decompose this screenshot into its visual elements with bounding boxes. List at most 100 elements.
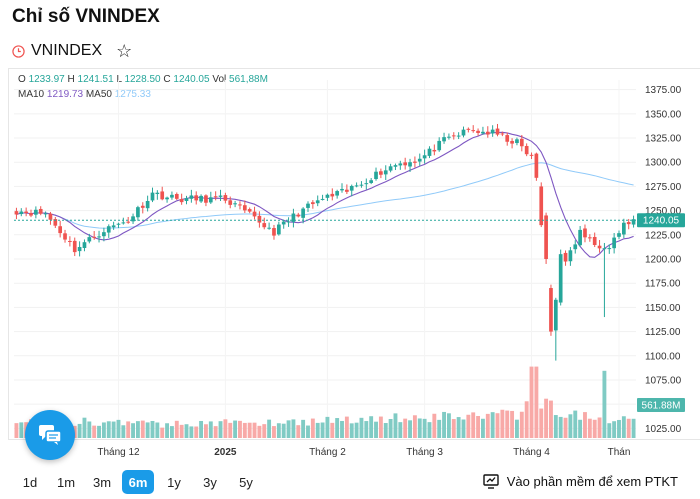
- star-icon[interactable]: ☆: [116, 41, 133, 61]
- candle-body: [622, 222, 626, 235]
- volume-bar: [563, 417, 568, 438]
- volume-bar: [160, 427, 165, 438]
- volume-bar: [184, 424, 189, 438]
- chat-fab-button[interactable]: [25, 410, 75, 460]
- volume-bar: [306, 425, 310, 438]
- volume-bar: [364, 421, 369, 438]
- volume-bar: [451, 419, 456, 438]
- y-tick-label: 1200.00: [645, 255, 682, 266]
- volume-bar: [213, 426, 218, 438]
- volume-bar: [340, 420, 344, 438]
- candle-body: [578, 229, 582, 246]
- candle-body: [369, 180, 374, 183]
- volume-bar: [432, 413, 437, 438]
- volume-bar: [19, 422, 24, 438]
- volume-bar: [77, 423, 82, 438]
- candle-body: [155, 192, 160, 195]
- ma10-value: 1219.73: [46, 89, 84, 100]
- candle-body: [262, 223, 267, 228]
- volume-bar: [97, 425, 101, 438]
- candle-body: [364, 183, 369, 185]
- volume-bar: [607, 423, 612, 438]
- volume-bar: [330, 422, 335, 438]
- candle-body: [140, 205, 145, 208]
- candle-body: [208, 197, 213, 203]
- candle-body: [223, 195, 228, 201]
- l-value: 1228.50: [124, 74, 161, 85]
- range-5y[interactable]: 5y: [239, 474, 253, 490]
- y-tick-label: 1250.00: [645, 206, 682, 217]
- candle-body: [233, 203, 237, 205]
- y-tick-label: 1300.00: [645, 158, 682, 169]
- candle-body: [374, 171, 378, 180]
- volume-bar: [568, 414, 573, 438]
- range-1m[interactable]: 1m: [56, 474, 76, 490]
- volume-bar: [344, 416, 349, 438]
- volume-bar: [286, 420, 291, 438]
- candle-body: [456, 135, 461, 137]
- volume-bar: [335, 418, 340, 438]
- candle-body: [257, 215, 262, 223]
- last-volume-badge: 561.88M: [642, 401, 681, 412]
- candle-body: [417, 158, 422, 162]
- range-3y[interactable]: 3y: [203, 474, 217, 490]
- candle-body: [403, 162, 408, 166]
- candle-body: [131, 216, 135, 222]
- volume-bar: [140, 420, 145, 438]
- candle-body: [165, 197, 169, 200]
- open-ptkt-link[interactable]: Vào phần mềm để xem PTKT: [483, 474, 678, 489]
- candle-body: [432, 149, 437, 152]
- y-tick-label: 1075.00: [645, 375, 682, 386]
- chart-frame: [8, 68, 700, 440]
- candle-body: [38, 208, 43, 214]
- volume-bar: [549, 400, 553, 438]
- volume-bar: [320, 422, 325, 438]
- candle-body: [311, 202, 315, 205]
- volume-bar: [553, 415, 558, 438]
- volume-bar: [471, 412, 476, 438]
- y-tick-label: 1225.00: [645, 230, 682, 241]
- volume-bar: [301, 419, 306, 438]
- symbol-name: VNINDEX: [31, 42, 103, 59]
- volume-bar: [408, 420, 412, 438]
- candle-body: [92, 236, 97, 238]
- volume-bar: [495, 413, 500, 438]
- volume-bar: [461, 419, 466, 438]
- candle-body: [116, 223, 121, 225]
- candle-body: [466, 128, 471, 130]
- range-3m[interactable]: 3m: [92, 474, 112, 490]
- range-1d[interactable]: 1d: [22, 474, 38, 490]
- volume-bar: [539, 408, 544, 438]
- candle-body: [437, 140, 442, 151]
- volume-bar: [131, 423, 135, 438]
- volume-bar: [544, 398, 549, 438]
- volume-bar: [427, 422, 432, 438]
- candle-body: [485, 131, 490, 135]
- candle-body: [247, 209, 252, 212]
- candle-body: [349, 185, 354, 191]
- candle-body: [573, 244, 578, 250]
- range-1y[interactable]: 1y: [167, 474, 181, 490]
- volume-bar: [126, 421, 131, 438]
- volume-bar: [583, 412, 587, 438]
- volume-bar: [111, 421, 116, 438]
- volume-bar: [398, 422, 403, 438]
- volume-bar: [228, 422, 233, 438]
- candle-body: [72, 240, 77, 253]
- candle-body: [587, 237, 592, 239]
- ptkt-label: Vào phần mềm để xem PTKT: [506, 474, 678, 489]
- candle-body: [111, 225, 116, 228]
- volume-bar: [194, 426, 199, 438]
- vol-label: Vol: [212, 74, 227, 85]
- candle-body: [408, 162, 412, 167]
- candle-body: [549, 288, 553, 332]
- ma50-label: MA50: [85, 89, 112, 100]
- candle-body: [471, 130, 476, 132]
- y-tick-label: 1150.00: [645, 303, 681, 314]
- volume-bar: [296, 425, 301, 438]
- candle-body: [422, 155, 427, 159]
- candle-body: [150, 192, 155, 201]
- candle-body: [617, 233, 621, 237]
- range-6m[interactable]: 6m: [122, 470, 154, 494]
